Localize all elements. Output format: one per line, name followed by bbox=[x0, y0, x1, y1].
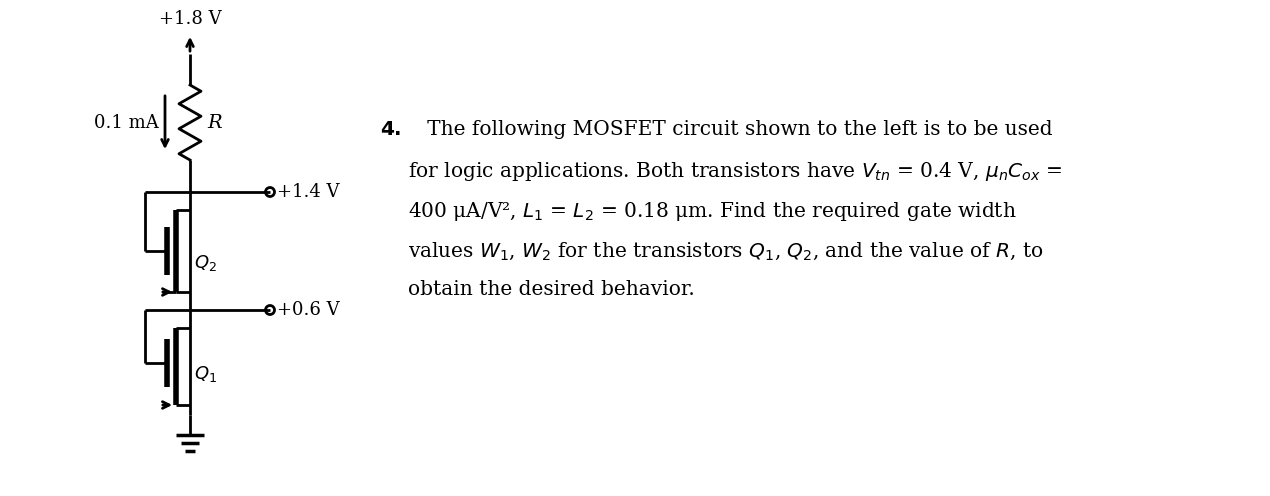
Text: for logic applications. Both transistors have $V_{tn}$ = 0.4 V, $\mu_n C_{ox}$ =: for logic applications. Both transistors… bbox=[408, 160, 1062, 183]
Text: 0.1 mA: 0.1 mA bbox=[94, 114, 159, 131]
Text: 400 μA/V², $L_1$ = $L_2$ = 0.18 μm. Find the required gate width: 400 μA/V², $L_1$ = $L_2$ = 0.18 μm. Find… bbox=[408, 200, 1016, 223]
Text: values $W_1$, $W_2$ for the transistors $Q_1$, $Q_2$, and the value of $R$, to: values $W_1$, $W_2$ for the transistors … bbox=[408, 240, 1044, 261]
Text: $Q_1$: $Q_1$ bbox=[194, 365, 217, 384]
Text: +0.6 V: +0.6 V bbox=[277, 301, 339, 319]
Text: $Q_2$: $Q_2$ bbox=[194, 253, 217, 273]
Text: +1.8 V: +1.8 V bbox=[159, 10, 221, 28]
Text: +1.4 V: +1.4 V bbox=[277, 183, 339, 201]
Text: 4.: 4. bbox=[380, 120, 401, 139]
Text: obtain the desired behavior.: obtain the desired behavior. bbox=[408, 280, 695, 299]
Text: The following MOSFET circuit shown to the left is to be used: The following MOSFET circuit shown to th… bbox=[408, 120, 1053, 139]
Text: R: R bbox=[207, 114, 222, 131]
